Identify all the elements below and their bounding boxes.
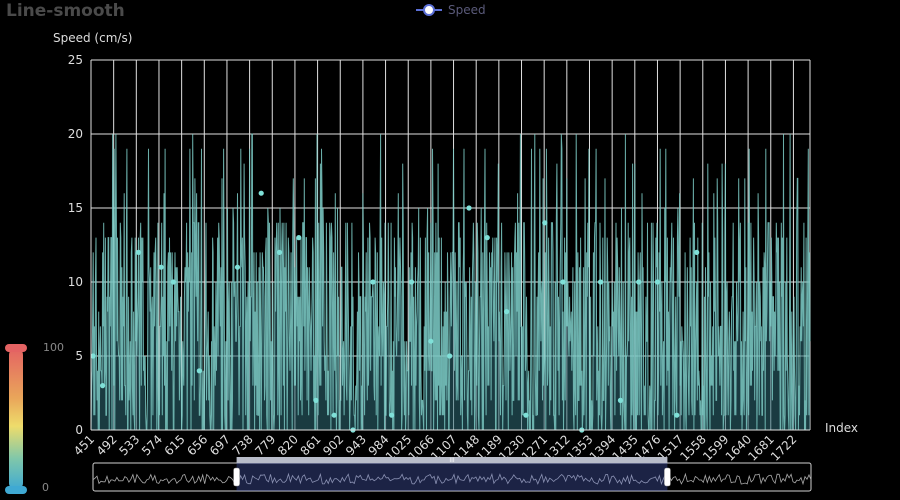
series-point — [560, 279, 566, 285]
series-point — [636, 279, 642, 285]
series-speed — [90, 133, 811, 431]
x-tick-label: 861 — [298, 432, 324, 458]
x-tick-label: 1722 — [768, 432, 799, 463]
visual-map-bar[interactable] — [9, 348, 23, 490]
series-point — [694, 249, 700, 255]
y-tick-label: 25 — [68, 53, 83, 67]
series-point — [389, 412, 395, 418]
series-point — [258, 190, 264, 196]
visual-map-handle-bottom[interactable] — [5, 486, 27, 494]
y-tick-label: 10 — [68, 275, 83, 289]
series-markers — [90, 190, 700, 433]
x-axis-label: Index — [825, 421, 859, 435]
series-point — [542, 220, 548, 226]
series-point — [170, 279, 176, 285]
series-point — [466, 205, 472, 211]
series-point — [617, 397, 624, 403]
series-point — [597, 279, 604, 285]
data-zoom-slider[interactable]: III — [92, 457, 812, 492]
x-tick-label: 779 — [252, 432, 278, 458]
legend-line-icon — [416, 4, 442, 16]
series-point — [331, 412, 337, 418]
series-point — [276, 249, 283, 255]
legend-circle-icon — [423, 4, 435, 16]
y-tick-label: 20 — [68, 127, 83, 141]
series-point — [408, 279, 415, 285]
zoom-move-bar — [236, 457, 668, 463]
visual-map-handle-top[interactable] — [5, 344, 27, 352]
zoom-start-handle — [233, 467, 240, 487]
series-point — [234, 264, 241, 270]
x-tick-label: 533 — [116, 432, 142, 458]
x-tick-label: 943 — [343, 432, 369, 458]
y-tick-label: 0 — [75, 423, 83, 437]
series-point — [135, 249, 142, 255]
x-tick-label: 820 — [275, 432, 301, 458]
series-point — [503, 309, 510, 315]
series-point — [674, 412, 680, 418]
series-line — [90, 133, 811, 431]
visual-map-min-label: 0 — [42, 481, 49, 494]
legend-item-speed[interactable]: Speed — [416, 3, 486, 17]
x-tick-label: 615 — [162, 432, 188, 458]
series-point — [428, 338, 434, 344]
visual-map-max-label: 100 — [43, 341, 64, 354]
zoom-selected-window — [236, 463, 668, 491]
series-point — [523, 412, 529, 418]
y-axis-label: Speed (cm/s) — [53, 31, 133, 45]
x-tick-label: 902 — [320, 432, 346, 458]
zoom-preview-line — [92, 472, 812, 486]
x-tick-label: 697 — [207, 432, 233, 458]
series-point — [158, 264, 164, 270]
y-tick-label: 5 — [75, 349, 83, 363]
series-point — [654, 279, 661, 285]
series-point — [196, 368, 202, 374]
series-point — [370, 279, 376, 285]
series-point — [447, 353, 453, 359]
x-tick-label: 738 — [230, 432, 256, 458]
series-point — [100, 383, 106, 389]
series-point — [296, 235, 302, 241]
series-point — [313, 397, 319, 403]
y-tick-label: 15 — [68, 201, 83, 215]
x-tick-label: 574 — [139, 432, 165, 458]
legend-label: Speed — [448, 3, 486, 17]
x-tick-label: 656 — [184, 432, 210, 458]
chart-title: Line-smooth — [6, 1, 125, 21]
series-point — [484, 235, 490, 241]
zoom-move-handle-icon: III — [449, 457, 455, 464]
series-point — [90, 353, 96, 359]
zoom-end-handle — [664, 467, 671, 487]
x-tick-label: 492 — [94, 432, 120, 458]
